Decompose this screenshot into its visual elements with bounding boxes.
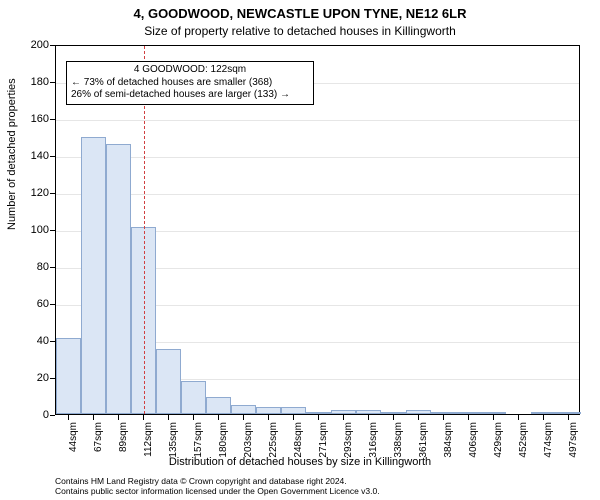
x-tick-mark [493,415,494,420]
x-tick-label: 474sqm [543,422,554,472]
y-tick-mark [50,304,55,305]
x-tick-mark [93,415,94,420]
histogram-bar [331,410,356,414]
y-tick-mark [50,378,55,379]
x-tick-label: 429sqm [493,422,504,472]
histogram-bar [56,338,81,414]
y-tick-label: 120 [9,187,49,199]
x-tick-mark [318,415,319,420]
x-tick-label: 203sqm [243,422,254,472]
x-tick-mark [268,415,269,420]
x-tick-mark [168,415,169,420]
x-tick-label: 180sqm [218,422,229,472]
histogram-bar [456,412,481,414]
x-tick-label: 225sqm [268,422,279,472]
chart-title: 4, GOODWOOD, NEWCASTLE UPON TYNE, NE12 6… [0,6,600,21]
histogram-bar [356,410,381,414]
x-tick-mark [418,415,419,420]
y-tick-mark [50,45,55,46]
x-tick-mark [218,415,219,420]
x-tick-mark [518,415,519,420]
x-tick-label: 135sqm [168,422,179,472]
footer-attribution: Contains HM Land Registry data © Crown c… [55,476,380,496]
y-tick-label: 100 [9,224,49,236]
histogram-bar [306,412,331,414]
histogram-bar [381,412,406,414]
histogram-bar [106,144,131,414]
y-tick-label: 80 [9,261,49,273]
y-tick-mark [50,230,55,231]
x-tick-mark [118,415,119,420]
plot-area: 4 GOODWOOD: 122sqm← 73% of detached hous… [55,45,580,415]
x-tick-label: 248sqm [293,422,304,472]
y-tick-mark [50,415,55,416]
histogram-bar [181,381,206,414]
grid-line [56,194,579,195]
x-tick-label: 497sqm [568,422,579,472]
x-tick-mark [143,415,144,420]
chart-container: 4, GOODWOOD, NEWCASTLE UPON TYNE, NE12 6… [0,0,600,500]
histogram-bar [531,412,556,414]
x-tick-label: 452sqm [518,422,529,472]
y-tick-label: 0 [9,409,49,421]
histogram-bar [431,412,456,414]
x-tick-label: 89sqm [118,422,129,472]
histogram-bar [481,412,506,414]
grid-line [56,120,579,121]
histogram-bar [206,397,231,414]
annotation-line: 26% of semi-detached houses are larger (… [71,89,309,102]
y-tick-label: 200 [9,39,49,51]
y-tick-label: 40 [9,335,49,347]
y-tick-mark [50,267,55,268]
y-tick-mark [50,82,55,83]
y-tick-label: 60 [9,298,49,310]
x-tick-label: 384sqm [443,422,454,472]
x-tick-mark [543,415,544,420]
y-tick-label: 160 [9,113,49,125]
footer-line-1: Contains HM Land Registry data © Crown c… [55,476,380,486]
y-tick-mark [50,341,55,342]
x-tick-label: 157sqm [193,422,204,472]
x-tick-mark [243,415,244,420]
x-tick-mark [368,415,369,420]
annotation-line: ← 73% of detached houses are smaller (36… [71,77,309,90]
annotation-box: 4 GOODWOOD: 122sqm← 73% of detached hous… [66,61,314,105]
x-tick-mark [68,415,69,420]
x-tick-label: 67sqm [93,422,104,472]
histogram-bar [281,407,306,414]
y-tick-mark [50,156,55,157]
histogram-bar [81,137,106,415]
y-tick-label: 180 [9,76,49,88]
histogram-bar [406,410,431,414]
y-tick-label: 20 [9,372,49,384]
annotation-line: 4 GOODWOOD: 122sqm [71,64,309,77]
y-tick-label: 140 [9,150,49,162]
x-tick-mark [343,415,344,420]
histogram-bar [156,349,181,414]
x-tick-label: 406sqm [468,422,479,472]
x-tick-mark [443,415,444,420]
x-tick-mark [293,415,294,420]
histogram-bar [256,407,281,414]
x-tick-mark [393,415,394,420]
x-tick-label: 44sqm [68,422,79,472]
x-tick-label: 338sqm [393,422,404,472]
x-tick-label: 316sqm [368,422,379,472]
histogram-bar [556,412,581,414]
x-tick-label: 271sqm [318,422,329,472]
x-tick-mark [468,415,469,420]
chart-subtitle: Size of property relative to detached ho… [0,24,600,38]
grid-line [56,157,579,158]
y-tick-mark [50,119,55,120]
x-tick-label: 361sqm [418,422,429,472]
histogram-bar [231,405,256,414]
footer-line-2: Contains public sector information licen… [55,486,380,496]
y-tick-mark [50,193,55,194]
x-tick-mark [568,415,569,420]
x-tick-mark [193,415,194,420]
x-tick-label: 112sqm [143,422,154,472]
x-tick-label: 293sqm [343,422,354,472]
